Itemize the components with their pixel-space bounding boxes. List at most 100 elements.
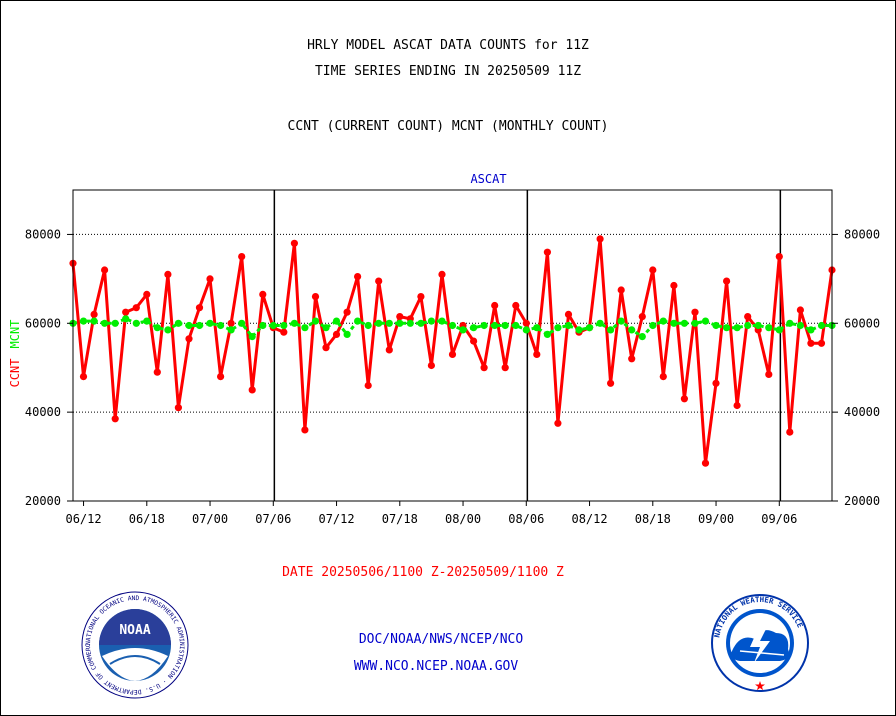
data-point-mcnt <box>364 321 372 330</box>
data-point-mcnt <box>659 317 667 325</box>
xtick-label: 08/12 <box>571 512 607 526</box>
data-point-mcnt <box>564 321 573 330</box>
data-point-ccnt <box>259 290 267 298</box>
data-point-ccnt <box>680 395 689 403</box>
data-point-mcnt <box>301 324 309 332</box>
credit-org-link[interactable]: DOC/NOAA/NWS/NCEP/NCO <box>358 632 524 647</box>
data-point-ccnt <box>701 459 710 467</box>
data-point-ccnt <box>354 273 362 281</box>
data-point-ccnt <box>533 350 541 358</box>
series-layer <box>69 235 836 467</box>
data-point-ccnt <box>164 270 172 278</box>
data-point-ccnt <box>628 355 636 363</box>
xtick-label: 08/06 <box>508 512 544 526</box>
xtick-label: 09/00 <box>698 512 734 526</box>
data-point-ccnt <box>807 339 815 347</box>
data-point-ccnt <box>132 304 140 312</box>
data-point-mcnt <box>701 317 710 325</box>
data-point-ccnt <box>185 335 193 343</box>
data-point-mcnt <box>448 321 457 330</box>
data-point-mcnt <box>512 321 520 330</box>
data-point-mcnt <box>501 321 509 330</box>
data-point-ccnt <box>554 419 562 427</box>
data-point-mcnt <box>638 333 646 341</box>
data-point-mcnt <box>522 326 530 334</box>
data-point-ccnt <box>638 313 646 321</box>
data-point-mcnt <box>438 317 446 325</box>
data-point-mcnt <box>533 324 541 332</box>
data-point-mcnt <box>164 326 172 334</box>
data-point-ccnt <box>227 319 235 327</box>
data-point-ccnt <box>122 308 130 316</box>
data-point-ccnt <box>206 275 214 283</box>
data-point-mcnt <box>206 319 214 327</box>
data-point-ccnt <box>153 368 161 376</box>
data-point-ccnt <box>195 304 204 312</box>
data-point-mcnt <box>238 319 246 327</box>
data-point-mcnt <box>101 319 109 327</box>
series-ccnt <box>69 235 836 467</box>
data-point-mcnt <box>185 321 193 330</box>
data-point-ccnt <box>765 370 773 378</box>
data-point-mcnt <box>375 319 383 327</box>
ylabel-mcnt: MCNT <box>8 320 22 349</box>
data-point-ccnt <box>322 344 330 352</box>
data-point-ccnt <box>79 373 88 381</box>
data-point-mcnt <box>311 317 320 325</box>
data-point-ccnt <box>364 381 372 390</box>
nws-logo: NATIONAL WEATHER SERVICE <box>711 594 809 692</box>
data-point-mcnt <box>744 321 752 330</box>
data-point-mcnt <box>322 324 330 332</box>
credit-url-link[interactable]: WWW.NCO.NCEP.NOAA.GOV <box>353 659 519 674</box>
data-point-ccnt <box>174 404 182 412</box>
data-point-ccnt <box>385 346 393 354</box>
data-point-mcnt <box>385 319 393 327</box>
data-point-ccnt <box>775 253 783 261</box>
data-point-mcnt <box>754 321 762 330</box>
data-point-mcnt <box>459 326 467 334</box>
data-point-ccnt <box>470 337 478 345</box>
data-point-mcnt <box>796 321 805 330</box>
data-point-mcnt <box>775 326 783 334</box>
series-mcnt <box>69 315 836 341</box>
data-point-ccnt <box>659 373 667 381</box>
ytick-label-left: 40000 <box>25 405 61 419</box>
data-point-ccnt <box>733 401 741 410</box>
data-point-ccnt <box>396 313 404 321</box>
data-point-ccnt <box>332 330 341 338</box>
data-point-mcnt <box>596 319 604 327</box>
axis-layer: 20000 20000 40000 40000 60000 60000 80000 80000… <box>8 172 880 526</box>
ytick-label-right: 60000 <box>844 316 880 330</box>
data-point-ccnt <box>143 290 151 298</box>
data-point-ccnt <box>290 239 298 247</box>
ytick-label-left: 60000 <box>25 316 61 330</box>
data-point-ccnt <box>448 350 457 358</box>
data-point-mcnt <box>712 321 720 330</box>
data-point-ccnt <box>712 379 720 387</box>
data-point-mcnt <box>343 330 351 338</box>
xtick-label: 09/06 <box>761 512 797 526</box>
xtick-label: 06/12 <box>65 512 101 526</box>
data-point-ccnt <box>607 379 615 387</box>
data-point-mcnt <box>817 321 826 330</box>
data-point-mcnt <box>617 317 625 325</box>
ytick-label-left: 20000 <box>25 494 61 508</box>
data-point-mcnt <box>290 319 298 327</box>
data-point-mcnt <box>733 324 741 332</box>
data-point-ccnt <box>723 277 731 285</box>
data-point-ccnt <box>691 308 699 316</box>
data-point-mcnt <box>691 319 699 327</box>
data-point-ccnt <box>796 306 805 314</box>
data-point-mcnt <box>132 319 140 327</box>
ytick-label-right: 20000 <box>844 494 880 508</box>
data-point-mcnt <box>79 317 88 325</box>
chart-title-line1: HRLY MODEL ASCAT DATA COUNTS for 11Z <box>307 38 589 53</box>
ytick-label-right: 40000 <box>844 405 880 419</box>
data-point-mcnt <box>396 319 404 327</box>
data-point-ccnt <box>491 301 499 310</box>
data-point-mcnt <box>153 324 161 332</box>
data-point-mcnt <box>427 317 435 325</box>
data-point-ccnt <box>480 364 488 372</box>
data-point-mcnt <box>174 319 182 327</box>
xtick-label: 06/18 <box>129 512 165 526</box>
